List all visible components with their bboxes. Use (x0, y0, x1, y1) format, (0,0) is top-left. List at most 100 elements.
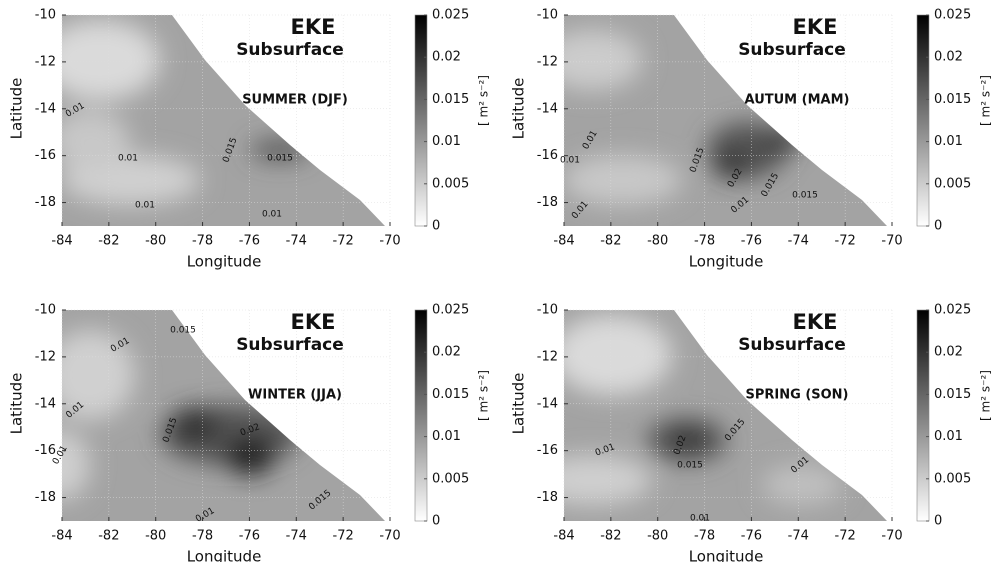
colorbar-label: [ m² s⁻²] (979, 75, 993, 126)
colorbar-tick-label: 0.015 (432, 92, 469, 107)
contour-label: 0.01 (118, 154, 138, 164)
field (62, 20, 310, 205)
colorbar-tick-label: 0 (432, 219, 440, 234)
x-tick-label: -70 (379, 529, 400, 544)
y-tick-label: -16 (35, 443, 56, 458)
field-patch (62, 430, 90, 500)
y-tick-label: -12 (35, 54, 56, 69)
x-tick-label: -78 (192, 529, 213, 544)
x-tick-label: -84 (51, 234, 72, 249)
chart-title: EKE (291, 15, 336, 39)
chart-title: EKE (291, 310, 336, 334)
x-tick-label: -74 (788, 529, 809, 544)
colorbar-tick-label: 0.015 (934, 92, 971, 107)
x-tick-label: -78 (694, 529, 715, 544)
colorbar-tick-label: 0.02 (432, 345, 461, 360)
colorbar-tick-label: 0.025 (934, 303, 971, 318)
colorbar (916, 309, 930, 522)
x-tick-label: -72 (333, 529, 354, 544)
x-tick-label: -84 (51, 529, 72, 544)
x-tick-label: -70 (881, 234, 902, 249)
x-tick-label: -72 (835, 234, 856, 249)
x-tick-label: -72 (835, 529, 856, 544)
x-axis-label: Longitude (689, 253, 764, 271)
colorbar-tick-label: 0.015 (432, 387, 469, 402)
colorbar-tick-label: 0 (934, 514, 942, 529)
x-tick-label: -70 (881, 529, 902, 544)
x-tick-label: -80 (647, 234, 668, 249)
x-tick-label: -74 (788, 234, 809, 249)
y-tick-label: -18 (537, 195, 558, 210)
field-patch (564, 155, 682, 205)
x-tick-label: -76 (239, 529, 260, 544)
chart-subtitle: Subsurface (738, 40, 846, 60)
colorbar-tick-label: 0.01 (432, 134, 461, 149)
field-patch (714, 151, 750, 179)
y-tick-label: -18 (35, 195, 56, 210)
y-axis-label: Latitude (8, 373, 26, 435)
colorbar-tick-label: 0.005 (934, 471, 971, 486)
field-patch (564, 315, 672, 395)
y-tick-label: -14 (537, 396, 558, 411)
y-tick-label: -14 (35, 101, 56, 116)
colorbar-tick-label: 0.01 (934, 134, 963, 149)
colorbar-tick-label: 0.005 (432, 176, 469, 191)
chart-subtitle: Subsurface (738, 335, 846, 355)
colorbar-tick-label: 0.01 (934, 429, 963, 444)
field-patch (762, 130, 802, 150)
x-tick-label: -78 (694, 234, 715, 249)
colorbar-tick-label: 0.02 (934, 345, 963, 360)
field-patch (170, 407, 220, 443)
colorbar-tick-label: 0.025 (934, 8, 971, 23)
x-tick-label: -82 (600, 529, 621, 544)
colorbar-label: [ m² s⁻²] (979, 370, 993, 421)
contour-label: 0.01 (262, 210, 282, 220)
x-axis-label: Longitude (187, 548, 262, 562)
x-tick-label: -80 (647, 529, 668, 544)
x-tick-label: -84 (553, 234, 574, 249)
x-tick-label: -76 (239, 234, 260, 249)
contour-label: 0.015 (267, 154, 293, 164)
x-tick-label: -76 (741, 234, 762, 249)
x-tick-label: -74 (286, 234, 307, 249)
y-tick-label: -14 (35, 396, 56, 411)
panel: 0.01 0.01 0.01 0.015 0.015 0.01 -84 -82 -80 -78 -7… (8, 8, 491, 271)
x-tick-label: -76 (741, 529, 762, 544)
season-label: SUMMER (DJF) (242, 93, 348, 108)
colorbar-tick-label: 0 (934, 219, 942, 234)
chart-title: EKE (793, 310, 838, 334)
x-tick-label: -82 (98, 234, 119, 249)
colorbar-tick-label: 0.02 (934, 50, 963, 65)
x-tick-label: -72 (333, 234, 354, 249)
field-patch (62, 330, 135, 420)
chart-subtitle: Subsurface (236, 40, 344, 60)
field-patch (669, 428, 705, 452)
y-tick-label: -10 (35, 303, 56, 318)
season-label: AUTUM (MAM) (745, 93, 850, 108)
colorbar-tick-label: 0.025 (432, 303, 469, 318)
field (564, 30, 802, 205)
colorbar-tick-label: 0.02 (432, 50, 461, 65)
y-axis-label: Latitude (8, 78, 26, 140)
field-patch (564, 455, 652, 505)
y-tick-label: -18 (537, 490, 558, 505)
colorbar-tick-label: 0.005 (432, 471, 469, 486)
field-patch (564, 30, 642, 90)
y-tick-label: -12 (537, 349, 558, 364)
x-tick-label: -82 (600, 234, 621, 249)
contour-label: 0.01 (560, 156, 580, 166)
colorbar (916, 14, 930, 227)
contour-label: 0.015 (792, 191, 818, 201)
x-tick-label: -84 (553, 529, 574, 544)
y-axis-label: Latitude (510, 373, 528, 435)
x-tick-label: -70 (379, 234, 400, 249)
y-tick-label: -16 (537, 148, 558, 163)
contour-label: 0.015 (170, 326, 196, 336)
colorbar-tick-label: 0.005 (934, 176, 971, 191)
colorbar-tick-label: 0 (432, 514, 440, 529)
season-label: SPRING (SON) (746, 388, 849, 403)
y-tick-label: -10 (537, 8, 558, 23)
